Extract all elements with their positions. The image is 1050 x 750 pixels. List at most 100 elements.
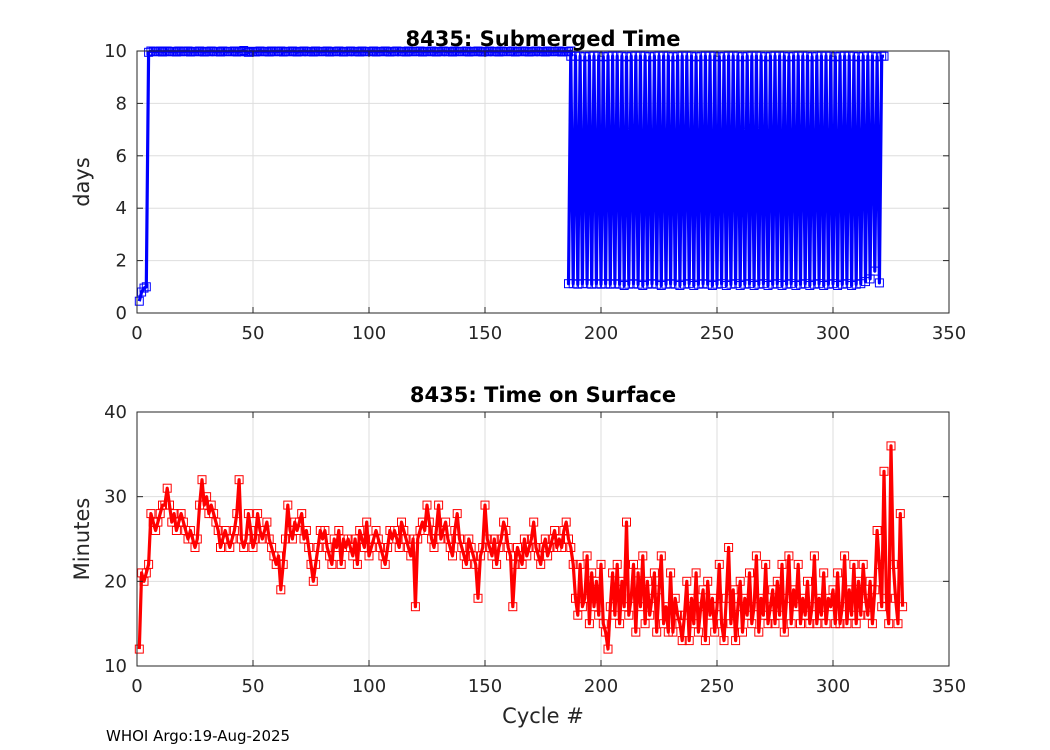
data-point — [689, 619, 699, 629]
data-point — [246, 526, 256, 535]
data-point — [575, 51, 585, 61]
x-tick-label: 300 — [816, 323, 850, 344]
data-point — [721, 281, 731, 290]
data-point — [494, 47, 504, 57]
data-point — [652, 279, 662, 289]
data-point — [742, 610, 752, 620]
data-point — [596, 559, 606, 569]
data-point — [775, 610, 785, 620]
data-point — [779, 51, 789, 61]
data-point — [888, 559, 898, 569]
data-point — [566, 543, 576, 552]
data-point — [250, 534, 260, 544]
data-point — [422, 500, 432, 510]
data-point — [756, 51, 766, 61]
data-point — [496, 534, 506, 544]
data-point — [833, 281, 843, 290]
data-point — [687, 51, 696, 61]
data-point — [471, 559, 481, 569]
data-point — [506, 551, 515, 561]
data-point — [698, 279, 708, 289]
data-point — [656, 281, 666, 290]
data-point — [749, 602, 759, 612]
data-point — [663, 51, 673, 61]
data-point — [733, 51, 743, 61]
data-point — [819, 281, 829, 290]
data-point — [898, 602, 908, 612]
data-point — [568, 279, 578, 289]
data-point — [800, 610, 810, 620]
data-point — [359, 543, 369, 552]
x-tick-label: 150 — [468, 323, 502, 344]
data-point — [448, 551, 457, 561]
data-point — [622, 52, 631, 62]
data-point — [431, 526, 441, 535]
data-point — [724, 51, 734, 61]
data-point — [281, 534, 290, 544]
data-point — [638, 281, 648, 290]
data-point — [809, 279, 819, 289]
data-point — [696, 51, 706, 61]
data-point — [448, 47, 457, 57]
data-point — [204, 47, 214, 57]
x-tick-label: 250 — [700, 323, 734, 344]
data-point — [835, 51, 845, 61]
data-point — [763, 619, 773, 629]
data-point — [308, 576, 318, 586]
data-point — [663, 627, 673, 637]
data-point — [492, 559, 502, 569]
data-point — [807, 602, 817, 612]
data-point — [789, 585, 799, 595]
data-point — [420, 526, 430, 535]
data-point — [429, 543, 439, 552]
data-point — [642, 576, 652, 586]
data-point — [735, 281, 745, 290]
data-point — [703, 576, 713, 586]
data-point — [809, 551, 819, 561]
data-point — [745, 279, 754, 289]
data-point — [724, 543, 734, 552]
data-point — [821, 619, 831, 629]
data-point — [561, 517, 571, 527]
data-point — [162, 483, 172, 493]
data-point — [144, 47, 154, 57]
data-point — [677, 636, 687, 646]
data-point — [858, 51, 868, 61]
data-point — [842, 279, 852, 289]
data-point — [603, 51, 613, 61]
data-point — [461, 559, 471, 569]
data-point — [575, 559, 585, 569]
data-point — [390, 47, 399, 57]
data-point — [478, 47, 488, 57]
data-point — [837, 602, 847, 612]
data-point — [626, 51, 636, 61]
data-point — [772, 279, 782, 289]
data-point — [624, 279, 634, 289]
x-tick-label: 200 — [584, 676, 618, 697]
data-point — [675, 281, 685, 290]
data-point — [197, 475, 207, 485]
data-point — [793, 559, 803, 569]
data-point — [668, 52, 678, 62]
data-point — [830, 619, 840, 629]
data-point — [758, 279, 768, 289]
y-tick-label: 8 — [116, 93, 127, 114]
data-point — [782, 279, 792, 289]
data-point — [874, 559, 884, 569]
data-point — [659, 51, 669, 61]
y-tick-label: 10 — [104, 41, 127, 62]
x-tick-label: 100 — [352, 676, 386, 697]
data-point — [765, 602, 775, 612]
data-point — [517, 47, 527, 57]
data-point — [754, 627, 764, 637]
data-point — [895, 509, 905, 519]
data-point — [577, 279, 587, 289]
data-point — [501, 526, 511, 535]
data-point — [594, 51, 604, 61]
data-point — [339, 47, 348, 57]
data-point — [693, 627, 703, 637]
data-point — [661, 279, 671, 289]
data-point — [410, 602, 420, 612]
data-point — [728, 585, 738, 595]
